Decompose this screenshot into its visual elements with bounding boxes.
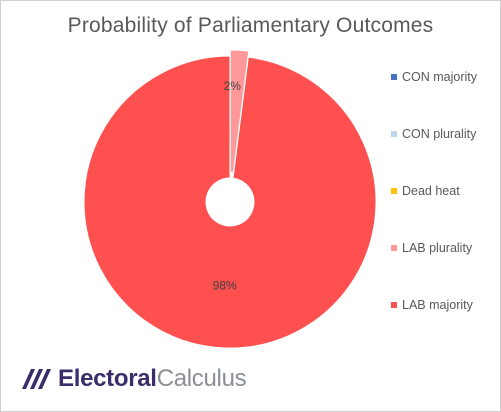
pie-slice-lab-majority xyxy=(83,55,377,349)
data-label-lab-plurality: 2% xyxy=(224,79,242,93)
legend-label: CON majority xyxy=(402,70,478,84)
legend-label: Dead heat xyxy=(402,184,460,198)
electoral-calculus-logo: ElectoralCalculus xyxy=(18,362,247,396)
data-label-lab-majority: 98% xyxy=(213,279,237,293)
logo-text-light: Calculus xyxy=(156,365,247,392)
chart-title: Probability of Parliamentary Outcomes xyxy=(67,14,434,37)
legend-label: LAB majority xyxy=(402,298,473,312)
legend-swatch xyxy=(391,130,397,137)
data-labels: 2% 98% xyxy=(213,79,242,293)
legend-item-lab-plurality: LAB plurality xyxy=(391,241,472,255)
legend-swatch xyxy=(391,301,397,308)
legend-label: LAB plurality xyxy=(402,241,473,255)
legend-item-con-plurality: CON plurality xyxy=(391,127,476,141)
logo-slashes-icon xyxy=(22,369,51,389)
legend-label: CON plurality xyxy=(402,127,477,141)
legend-swatch xyxy=(391,73,397,80)
legend-item-lab-majority: LAB majority xyxy=(391,298,473,312)
legend-swatch xyxy=(391,187,397,194)
legend-item-con-majority: CON majority xyxy=(391,70,477,84)
pie-slices xyxy=(83,49,377,349)
legend-item-dead-heat: Dead heat xyxy=(391,184,460,198)
legend-swatch xyxy=(391,244,397,251)
logo-text-bold: Electoral xyxy=(58,365,157,392)
